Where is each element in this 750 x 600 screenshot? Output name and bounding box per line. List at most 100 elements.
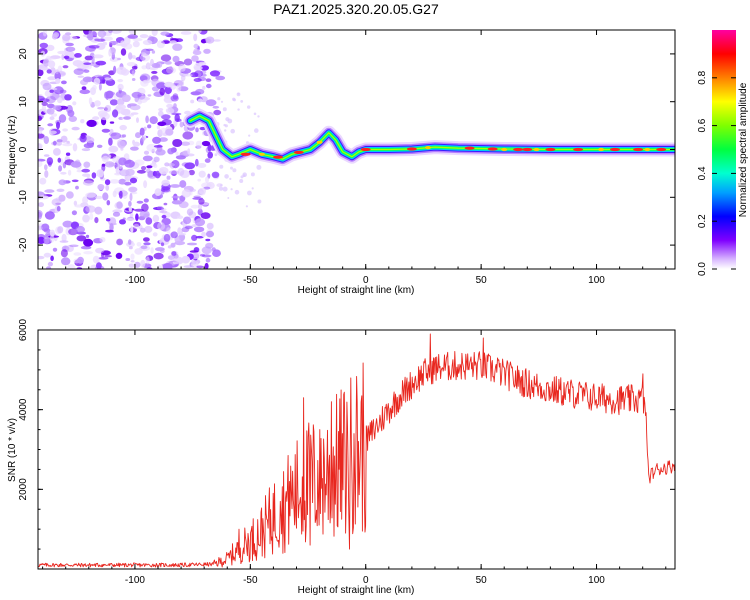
noise-cell [60, 257, 71, 266]
noise-cell [247, 190, 252, 196]
noise-cell [95, 60, 107, 66]
noise-cell [44, 164, 48, 171]
noise-cell [109, 223, 114, 232]
colorbar-tick-label: 0.2 [697, 214, 708, 228]
noise-cell [201, 246, 212, 255]
noise-cell [192, 253, 200, 260]
noise-cell [253, 128, 259, 133]
noise-cell [38, 202, 44, 208]
noise-cell [62, 65, 69, 69]
noise-cell [198, 30, 202, 33]
noise-cell [224, 124, 228, 128]
noise-cell [118, 178, 127, 185]
noise-cell [39, 42, 48, 49]
noise-cell [227, 197, 230, 199]
noise-cell [144, 225, 153, 233]
noise-cell [128, 200, 132, 207]
noise-cell [143, 237, 150, 242]
noise-cell [157, 195, 161, 199]
noise-cell [164, 85, 172, 95]
noise-cell [206, 83, 212, 89]
spectrogram-xlabel: Height of straight line (km) [298, 285, 415, 296]
noise-cell [65, 42, 74, 47]
noise-cell [46, 103, 55, 109]
ridge-hotspot [360, 147, 371, 152]
noise-cell [94, 217, 99, 224]
noise-cell [192, 197, 204, 200]
snr-ylabel: SNR (10 * v/v) [7, 418, 18, 482]
noise-cell [202, 85, 206, 90]
noise-cell [132, 38, 143, 42]
noise-cell [123, 37, 131, 45]
noise-cell [156, 125, 161, 130]
noise-cell [95, 195, 103, 200]
noise-cell [97, 110, 108, 118]
noise-cell [82, 180, 94, 186]
noise-cell [207, 151, 213, 159]
noise-cell [248, 134, 251, 137]
noise-cell [39, 177, 47, 185]
noise-cell [65, 46, 76, 52]
noise-cell [94, 38, 100, 42]
ridge-hotspot [545, 147, 556, 152]
snr-panel: -100 -50 0 50 100 2000 4000 6000 Height of stra… [7, 318, 676, 596]
noise-cell [118, 190, 123, 199]
noise-cell [170, 231, 178, 239]
noise-cell [146, 165, 153, 169]
noise-cell [38, 95, 45, 102]
noise-cell [182, 73, 193, 77]
noise-cell [153, 156, 160, 163]
noise-cell [86, 119, 97, 127]
noise-cell [142, 39, 153, 46]
noise-cell [79, 89, 91, 95]
y-tick-label: 6000 [18, 318, 29, 341]
noise-cell [112, 211, 121, 217]
colorbar-ticks: 0.0 0.2 0.4 0.6 0.8 [697, 70, 736, 276]
noise-cell [125, 218, 135, 221]
noise-cell [167, 163, 175, 167]
colorbar-tick-label: 0.6 [697, 118, 708, 132]
noise-cell [67, 169, 72, 176]
noise-cell [61, 34, 71, 42]
noise-cell [134, 208, 145, 212]
noise-cell [145, 217, 153, 225]
noise-cell [134, 261, 141, 268]
noise-cell [101, 163, 106, 167]
noise-cell [86, 173, 91, 179]
noise-cell [150, 247, 154, 254]
noise-cell [43, 252, 52, 258]
noise-cell [110, 132, 122, 140]
noise-cell [197, 178, 201, 182]
noise-cell [146, 143, 157, 152]
noise-cell [89, 62, 96, 66]
noise-cell [128, 206, 132, 212]
noise-cell [239, 179, 244, 183]
noise-cell [60, 249, 68, 258]
noise-cell [113, 65, 117, 74]
noise-cell [179, 180, 187, 188]
noise-cell [130, 226, 134, 233]
noise-cell [215, 75, 226, 81]
noise-cell [58, 165, 63, 172]
noise-cell [137, 99, 142, 105]
noise-cell [128, 239, 132, 245]
noise-cell [71, 126, 80, 131]
noise-cell [257, 115, 260, 118]
noise-cell [181, 141, 190, 146]
noise-cell [129, 212, 134, 218]
noise-cell [104, 255, 112, 258]
noise-cell [164, 61, 172, 65]
noise-cell [158, 108, 164, 112]
noise-cell [126, 61, 136, 67]
ridge-hotspot [273, 155, 283, 159]
noise-cell [245, 205, 248, 208]
noise-cell [57, 97, 63, 104]
noise-cell [171, 112, 182, 116]
noise-cell [204, 262, 209, 269]
noise-cell [161, 114, 171, 120]
noise-cell [86, 136, 95, 144]
noise-cell [165, 128, 174, 136]
noise-cell [108, 30, 113, 34]
